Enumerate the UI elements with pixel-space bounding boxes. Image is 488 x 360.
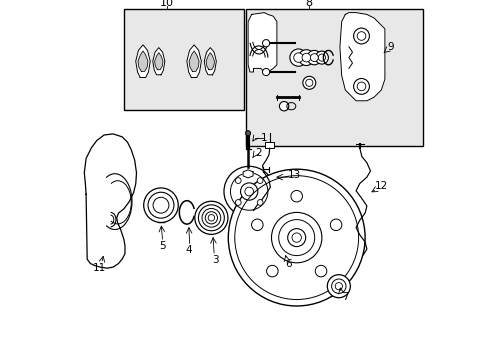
Bar	[246, 9, 422, 146]
Circle shape	[228, 169, 365, 306]
Circle shape	[143, 188, 178, 222]
Bar	[265, 142, 273, 148]
Polygon shape	[136, 45, 150, 77]
Circle shape	[326, 275, 349, 298]
Circle shape	[315, 265, 326, 277]
Text: 6: 6	[285, 258, 291, 269]
Circle shape	[298, 50, 314, 66]
Circle shape	[287, 229, 305, 247]
Circle shape	[289, 49, 306, 66]
Circle shape	[235, 199, 241, 205]
Circle shape	[240, 183, 257, 200]
Polygon shape	[186, 45, 201, 77]
Circle shape	[318, 54, 325, 61]
Circle shape	[262, 68, 269, 76]
Polygon shape	[243, 170, 253, 178]
Circle shape	[329, 219, 341, 230]
Polygon shape	[189, 51, 199, 71]
Circle shape	[302, 76, 315, 89]
Polygon shape	[138, 51, 148, 71]
Circle shape	[302, 53, 310, 62]
Polygon shape	[154, 53, 163, 70]
Text: 12: 12	[374, 181, 387, 192]
Circle shape	[235, 178, 241, 184]
Polygon shape	[204, 48, 216, 75]
Circle shape	[257, 178, 263, 184]
Circle shape	[353, 78, 368, 94]
Polygon shape	[206, 53, 214, 70]
Text: 1: 1	[261, 132, 267, 143]
Bar	[123, 9, 244, 110]
Circle shape	[353, 28, 368, 44]
Polygon shape	[152, 48, 164, 75]
Text: 7: 7	[341, 292, 348, 302]
Text: 9: 9	[386, 42, 393, 52]
Circle shape	[315, 51, 328, 64]
Circle shape	[306, 50, 321, 65]
Text: 10: 10	[160, 0, 174, 8]
Circle shape	[224, 166, 274, 217]
Polygon shape	[247, 13, 276, 72]
Circle shape	[148, 192, 174, 218]
Text: 3: 3	[212, 255, 219, 265]
Circle shape	[251, 219, 263, 230]
Text: 4: 4	[185, 245, 192, 255]
Text: 2: 2	[255, 148, 262, 158]
Circle shape	[290, 190, 302, 202]
Circle shape	[266, 265, 278, 277]
Text: 8: 8	[305, 0, 312, 8]
Polygon shape	[84, 134, 136, 268]
Circle shape	[257, 199, 263, 205]
Text: 11: 11	[93, 263, 106, 273]
Circle shape	[279, 102, 288, 111]
Circle shape	[245, 131, 250, 136]
Circle shape	[153, 197, 168, 213]
Text: 13: 13	[288, 170, 301, 180]
Circle shape	[310, 54, 318, 62]
Circle shape	[293, 53, 303, 62]
Polygon shape	[339, 13, 384, 101]
Circle shape	[271, 212, 321, 263]
Circle shape	[194, 201, 227, 234]
Text: 5: 5	[159, 240, 166, 251]
Circle shape	[262, 40, 269, 47]
